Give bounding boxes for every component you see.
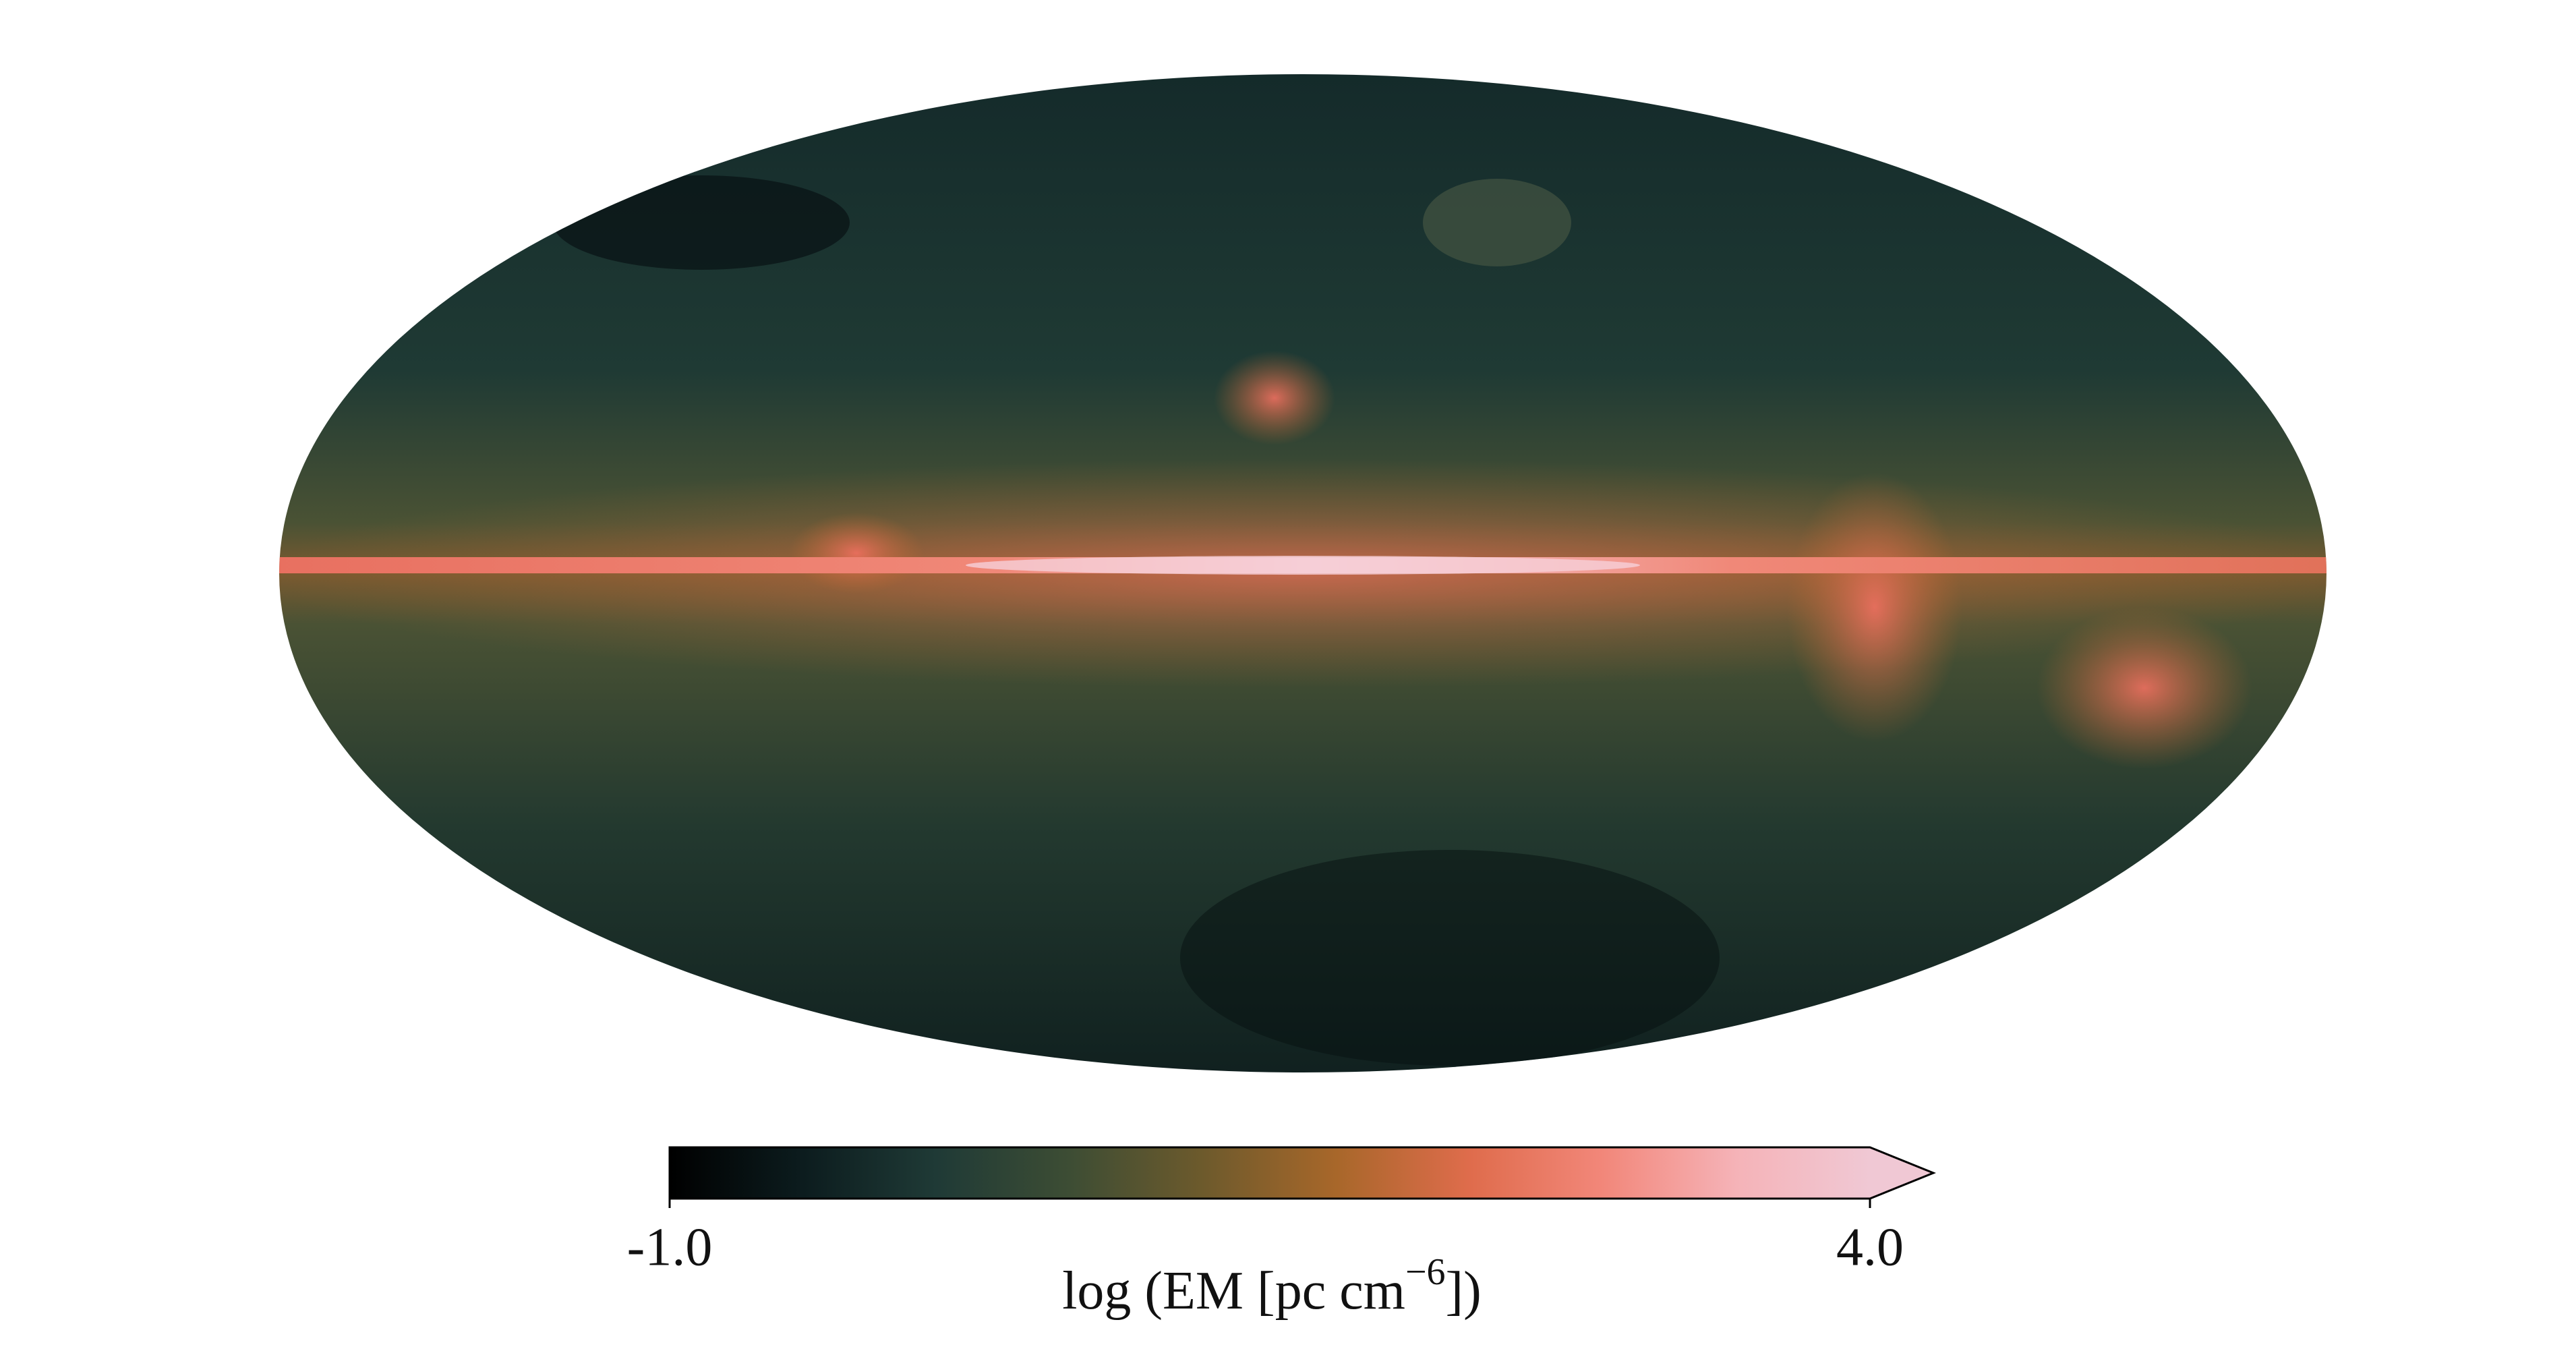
colorbar-outline [668,1146,1937,1200]
label-exponent: −6 [1405,1251,1446,1293]
region [553,175,850,270]
colorbar: -1.0 4.0 log (EM [pc cm−6]) [627,1146,1937,1321]
colorbar-gradient [670,1147,1870,1199]
colorbar-extension [1870,1147,1933,1199]
colorbar-label: log (EM [pc cm−6]) [1062,1251,1482,1321]
colorbar-tick-label: -1.0 [627,1217,713,1277]
region-glow [789,513,924,594]
colorbar-tick-label: 4.0 [1836,1217,1904,1277]
region-glow [1787,472,1962,742]
label-text: ]) [1446,1261,1482,1321]
label-text: log (EM [pc cm [1062,1261,1405,1321]
region-glow [1214,351,1335,445]
sky-map [279,74,2326,1072]
galactic-center [966,556,1640,575]
region [1423,179,1571,266]
region-glow [2037,607,2252,769]
region [1180,850,1720,1066]
